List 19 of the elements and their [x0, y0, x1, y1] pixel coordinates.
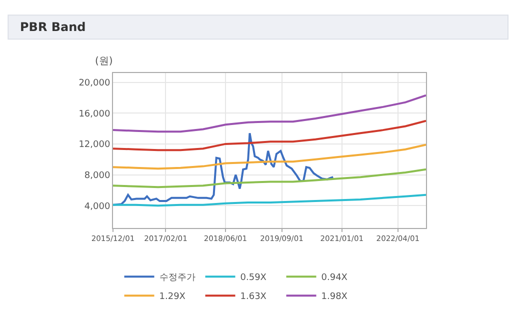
y-tick-label: 20,000	[78, 78, 110, 88]
legend-label: 0.94X	[321, 273, 348, 284]
legend-label: 1.98X	[321, 292, 348, 302]
y-axis-title: (원)	[95, 56, 113, 67]
line-series	[113, 120, 426, 152]
y-tick-label: 12,000	[78, 140, 110, 150]
chart-title: PBR Band	[20, 20, 86, 34]
y-tick-label: 8,000	[84, 170, 110, 181]
y-tick-label: 4,000	[84, 202, 110, 212]
line-series	[113, 144, 426, 170]
line-series	[113, 168, 426, 188]
line-series	[113, 194, 426, 207]
line-series	[113, 94, 426, 133]
legend-label: 1.63X	[240, 292, 266, 302]
legend-label: 0.59X	[240, 273, 266, 284]
legend-label: 수정주가	[159, 273, 196, 284]
legend-label: 1.29X	[159, 292, 186, 302]
y-tick-label: 16,000	[78, 109, 110, 120]
line-series	[113, 132, 334, 206]
